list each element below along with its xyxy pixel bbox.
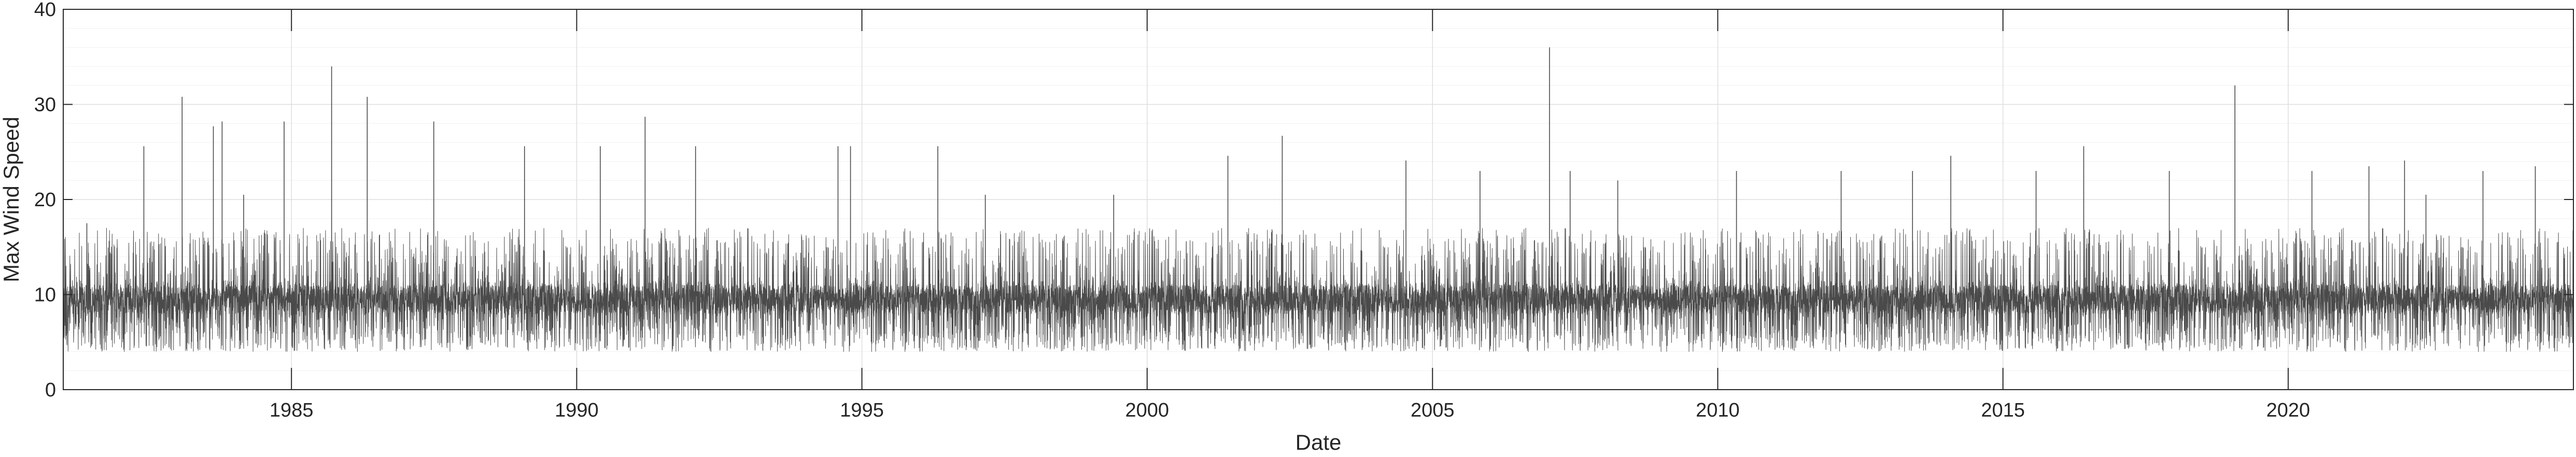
x-tick-label: 2010 bbox=[1696, 399, 1740, 421]
y-tick-label: 30 bbox=[34, 94, 56, 116]
x-tick-label: 2015 bbox=[1981, 399, 2025, 421]
series-layer bbox=[63, 47, 2574, 352]
x-tick-label: 2005 bbox=[1411, 399, 1455, 421]
y-tick-label: 20 bbox=[34, 189, 56, 211]
x-tick-label: 2020 bbox=[2267, 399, 2311, 421]
y-tick-label: 10 bbox=[34, 284, 56, 306]
x-tick-label: 1985 bbox=[270, 399, 314, 421]
x-tick-label: 2000 bbox=[1125, 399, 1169, 421]
wind-speed-series-line bbox=[63, 227, 2574, 352]
y-tick-label: 40 bbox=[34, 0, 56, 21]
y-axis-label: Max Wind Speed bbox=[0, 117, 23, 282]
x-axis-label: Date bbox=[1296, 430, 1342, 454]
y-tick-label: 0 bbox=[45, 379, 56, 401]
tick-marks bbox=[63, 9, 2573, 390]
x-tick-label: 1995 bbox=[840, 399, 884, 421]
x-tick-label: 1990 bbox=[555, 399, 599, 421]
y-tick-labels: 0 10 20 30 40 bbox=[34, 0, 56, 401]
x-tick-labels: 1985 1990 1995 2000 2005 2010 2015 2020 bbox=[270, 399, 2310, 421]
